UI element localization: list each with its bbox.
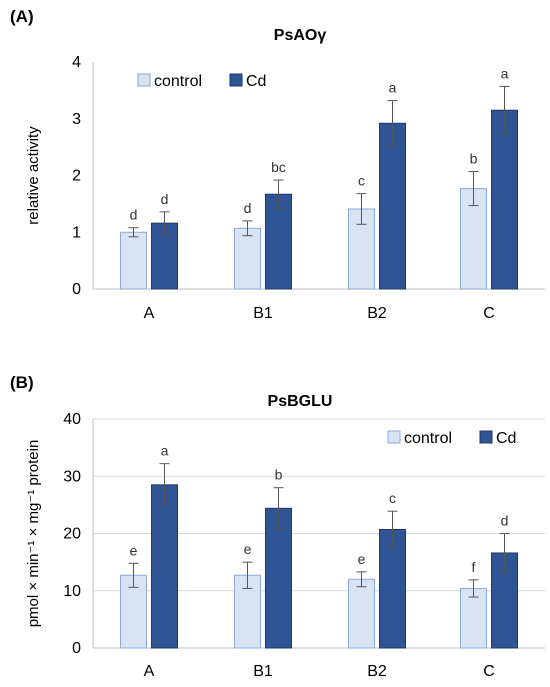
y-tick-label: 0 — [72, 281, 81, 298]
y-tick-label: 4 — [72, 54, 81, 71]
x-tick-label: B1 — [253, 663, 273, 680]
significance-label: e — [358, 551, 366, 567]
significance-label: b — [470, 151, 478, 167]
legend: control Cd — [137, 73, 266, 90]
significance-label: d — [501, 513, 509, 529]
significance-label: a — [501, 65, 509, 81]
bar-cd-a — [151, 484, 178, 649]
bar-cd-a — [151, 222, 178, 290]
bar-cd-b1 — [265, 507, 292, 649]
y-tick-label: 20 — [63, 526, 81, 543]
bar-cd-c — [491, 109, 518, 290]
bar-cd-b1 — [265, 193, 292, 290]
x-tick-label: C — [483, 305, 495, 322]
bar-control-a — [120, 231, 147, 290]
legend-label-control: control — [154, 73, 202, 90]
significance-label: e — [244, 541, 252, 557]
y-axis-label: pmol × min⁻¹ × mg⁻¹ protein — [25, 440, 42, 628]
chart-title: PsBGLU — [268, 393, 333, 410]
y-tick-label: 1 — [72, 224, 81, 241]
chart-panel-a: (A) PsAOγ 0 1 2 3 4 relative activity A B1 B2 Cd d c b… — [10, 7, 545, 322]
y-tick-label: 0 — [72, 640, 81, 657]
significance-label: b — [275, 467, 283, 483]
significance-label: bc — [271, 159, 286, 175]
significance-label: c — [389, 490, 396, 506]
x-tick-label: B2 — [367, 663, 387, 680]
bar-control-b2 — [348, 578, 375, 649]
legend-label-control: control — [404, 430, 452, 447]
legend-swatch-control — [137, 73, 151, 87]
legend-swatch-control — [387, 430, 401, 444]
significance-label: e — [130, 542, 138, 558]
y-tick-label: 2 — [72, 168, 81, 185]
x-tick-label: B2 — [367, 305, 387, 322]
legend-swatch-cd — [479, 430, 493, 444]
significance-label: a — [389, 80, 397, 96]
legend-label-cd: Cd — [246, 73, 266, 90]
significance-label: d — [130, 207, 138, 223]
y-tick-label: 10 — [63, 583, 81, 600]
y-tick-label: 3 — [72, 111, 81, 128]
significance-label: d — [161, 191, 169, 207]
panel-label: (B) — [10, 373, 34, 392]
legend: control Cd — [387, 430, 516, 447]
significance-label: d — [244, 200, 252, 216]
bar-control-c — [460, 587, 487, 649]
x-tick-label: A — [144, 305, 155, 322]
significance-label: c — [358, 173, 365, 189]
x-tick-label: A — [144, 663, 155, 680]
legend-swatch-cd — [229, 73, 243, 87]
significance-label: f — [472, 559, 476, 575]
x-tick-label: C — [483, 663, 495, 680]
significance-label: a — [161, 443, 169, 459]
bar-cd-b2 — [379, 122, 406, 290]
bar-control-b1 — [234, 227, 261, 290]
y-tick-label: 30 — [63, 468, 81, 485]
bar-cd-b2 — [379, 528, 406, 649]
panel-label: (A) — [10, 7, 34, 26]
chart-title: PsAOγ — [274, 27, 327, 44]
bar-control-b1 — [234, 574, 261, 649]
y-tick-label: 40 — [63, 411, 81, 428]
x-tick-label: B1 — [253, 305, 273, 322]
y-axis-label: relative activity — [25, 126, 42, 225]
chart-panel-b: (B) PsBGLU 0 10 20 30 40 pmol × min⁻¹ × mg⁻¹ pr… — [10, 373, 545, 680]
legend-label-cd: Cd — [496, 430, 516, 447]
